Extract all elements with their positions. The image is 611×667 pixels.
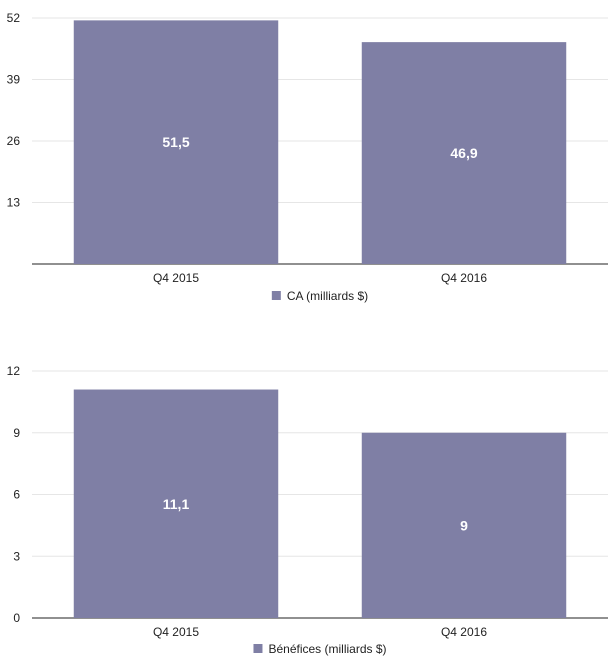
x-tick-label: Q4 2016 bbox=[441, 625, 487, 639]
x-tick-label: Q4 2015 bbox=[153, 625, 199, 639]
legend-label: Bénéfices (milliards $) bbox=[268, 642, 386, 656]
profit-chart: 0 3 6 9 12 Q4 2015 Q4 2016 11,1 9 Bénéfices (m… bbox=[7, 364, 608, 656]
y-tick-label: 13 bbox=[7, 196, 21, 210]
legend-swatch bbox=[271, 291, 281, 300]
y-tick-label: 12 bbox=[7, 364, 21, 378]
data-label: 9 bbox=[460, 517, 468, 533]
y-tick-label: 39 bbox=[7, 73, 21, 87]
y-tick-label: 6 bbox=[13, 488, 20, 502]
y-tick-label: 9 bbox=[13, 426, 20, 440]
y-tick-label: 0 bbox=[13, 611, 20, 625]
y-tick-label: 52 bbox=[7, 11, 21, 25]
legend-label: CA (milliards $) bbox=[287, 289, 368, 303]
bar bbox=[361, 432, 567, 618]
x-tick-label: Q4 2015 bbox=[153, 271, 199, 285]
legend-swatch bbox=[253, 644, 263, 653]
data-label: 11,1 bbox=[163, 496, 190, 512]
data-label: 51,5 bbox=[162, 134, 189, 150]
bar bbox=[361, 42, 567, 264]
x-tick-label: Q4 2016 bbox=[441, 271, 487, 285]
revenue-chart: 13 26 39 52 Q4 2015 Q4 2016 51,5 46,9 CA (mil… bbox=[7, 11, 608, 303]
data-label: 46,9 bbox=[450, 145, 477, 161]
bar bbox=[73, 20, 279, 264]
bar bbox=[73, 389, 279, 618]
y-tick-label: 26 bbox=[7, 134, 21, 148]
y-tick-label: 3 bbox=[13, 549, 20, 563]
